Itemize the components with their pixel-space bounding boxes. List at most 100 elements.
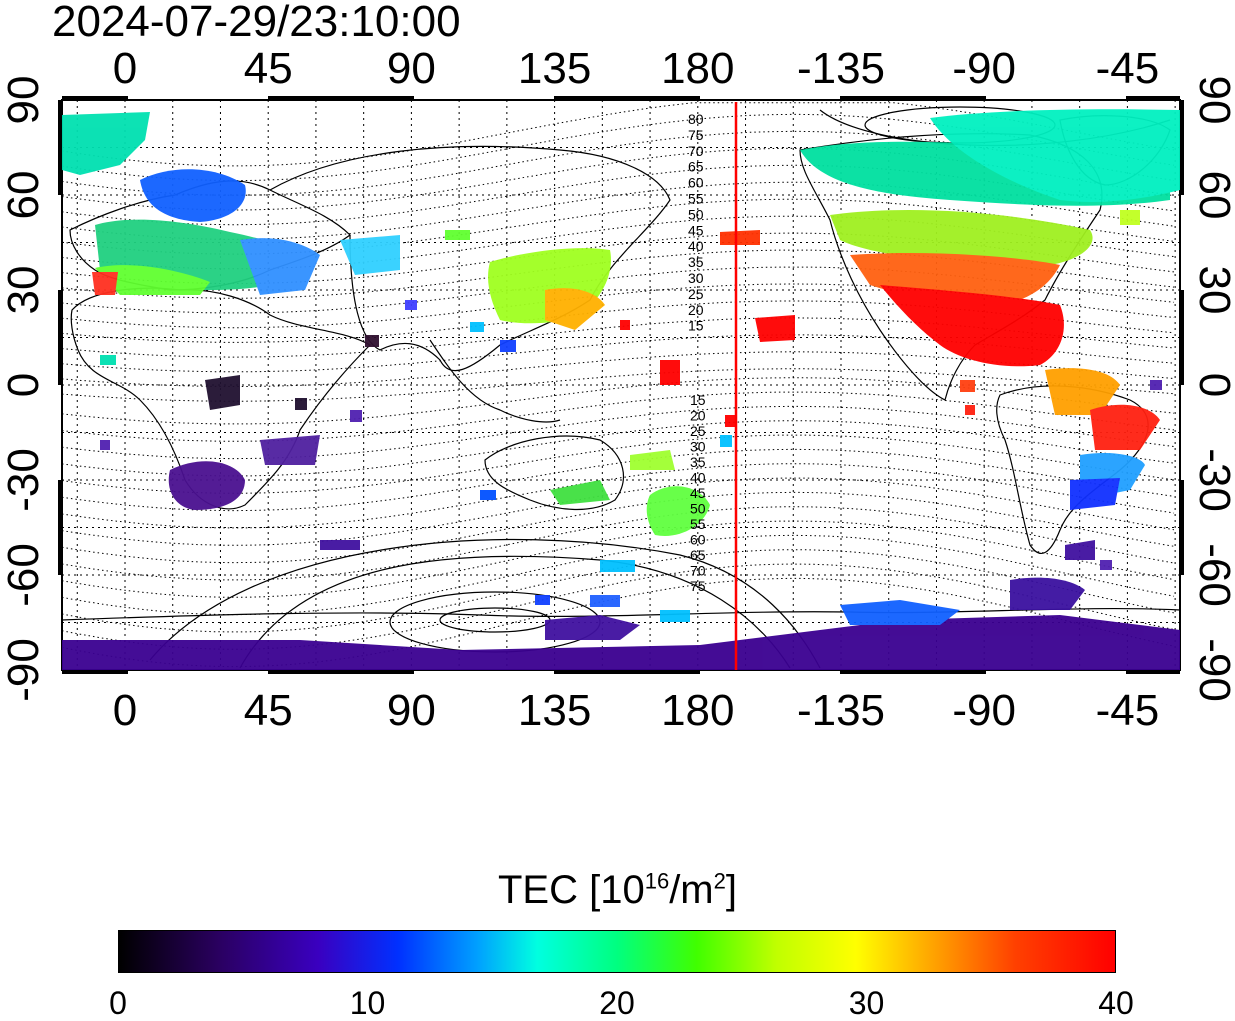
contour-line — [61, 448, 1175, 512]
tec-region-mexico — [880, 285, 1064, 367]
top-longitude-labels: 0 45 90 135 180 -135 -90 -45 — [113, 44, 1159, 93]
colorbar-tick-label: 0 — [109, 985, 127, 1021]
tec-region-south-pacific — [755, 315, 795, 342]
coast-antarctica — [61, 607, 1181, 621]
colorbar-tick-label: 40 — [1098, 985, 1134, 1021]
tec-region-iberia — [92, 272, 118, 295]
contour-line — [61, 420, 1175, 477]
north-contour-label: 15 — [688, 318, 704, 334]
tec-region-australia — [550, 480, 610, 505]
contour-line — [61, 434, 1175, 494]
right-latitude-label: 90 — [1190, 76, 1235, 125]
colorbar-tick-label: 20 — [599, 985, 635, 1021]
south-contour-label: 45 — [690, 485, 706, 501]
contour-line — [61, 463, 1175, 529]
right-latitude-label: 0 — [1190, 373, 1235, 397]
bottom-longitude-label: -135 — [797, 686, 885, 735]
north-contour-label: 60 — [688, 175, 704, 191]
bottom-longitude-label: 135 — [518, 686, 591, 735]
contour-line — [61, 334, 1175, 373]
tec-region-north-us — [830, 210, 1093, 265]
bottom-longitude-labels: 0 45 90 135 180 -135 -90 -45 — [113, 686, 1159, 735]
south-contour-label: 75 — [690, 578, 706, 594]
top-longitude-label: 0 — [113, 44, 137, 93]
north-contour-label: 20 — [688, 302, 704, 318]
colorbar-title-unit: /m — [669, 868, 714, 912]
colorbar-title-exponent: 16 — [644, 868, 670, 894]
left-latitude-label: -60 — [0, 543, 48, 607]
tec-region-japan — [545, 288, 605, 330]
tec-region-south-indian — [545, 615, 640, 640]
contour-line — [61, 283, 1175, 329]
north-contour-label: 80 — [688, 111, 704, 127]
right-latitude-label: -60 — [1190, 543, 1235, 607]
contour-line — [61, 377, 1175, 425]
top-longitude-label: 45 — [244, 44, 293, 93]
tec-region-brazil — [1090, 404, 1160, 450]
contour-line — [61, 351, 1175, 387]
timestamp-title: 2024-07-29/23:10:00 — [52, 0, 461, 46]
contour-line — [61, 249, 1175, 299]
right-latitude-label: -30 — [1190, 448, 1235, 512]
tec-region-argentina — [1070, 478, 1120, 510]
north-contour-label: 75 — [688, 127, 704, 143]
south-contour-label: 55 — [690, 516, 706, 532]
tec-region-pacific-north — [720, 230, 760, 245]
south-contour-label: 30 — [690, 439, 706, 455]
contour-line — [61, 534, 1175, 616]
left-latitude-label: 60 — [0, 171, 48, 220]
left-latitude-labels: 90 60 30 0 -30 -60 -90 — [0, 76, 48, 702]
bottom-longitude-label: 90 — [387, 686, 436, 735]
tec-region-north-atlantic — [62, 112, 150, 175]
tec-region-scandinavia — [140, 169, 246, 222]
south-contour-label: 40 — [690, 470, 706, 486]
top-longitude-label: 135 — [518, 44, 591, 93]
colorbar-tick-label: 10 — [349, 985, 386, 1021]
bottom-longitude-label: -45 — [1096, 686, 1160, 735]
contour-line — [61, 266, 1175, 314]
south-contour-label: 50 — [690, 501, 706, 517]
map-border-segments — [58, 96, 1184, 674]
colorbar-title-main: TEC [10 — [497, 868, 645, 912]
contour-line — [61, 368, 1175, 402]
tec-region-central-asia — [340, 235, 400, 275]
tec-region-southern-ocean — [1010, 577, 1085, 610]
north-contour-label: 30 — [688, 270, 704, 286]
left-latitude-label: 0 — [0, 373, 48, 397]
tec-region-south-africa — [168, 461, 245, 510]
tec-region-east-africa — [260, 435, 320, 465]
tec-region-antarctic-peninsula — [840, 600, 960, 625]
colorbar-title: TEC [1016/m2] — [0, 868, 1235, 912]
right-latitude-label: 30 — [1190, 266, 1235, 315]
left-latitude-label: 30 — [0, 266, 48, 315]
north-contour-label: 45 — [688, 222, 704, 238]
bottom-longitude-label: 45 — [244, 686, 293, 735]
coast-australia — [484, 435, 624, 510]
right-latitude-labels: 90 60 30 0 -30 -60 -90 — [1190, 76, 1235, 702]
colorbar-title-close: ] — [725, 868, 737, 912]
tec-region-patagonia — [1065, 540, 1095, 560]
south-contour-label: 35 — [690, 454, 706, 470]
coast-southeast-asia — [429, 339, 561, 423]
top-longitude-label: -135 — [797, 44, 885, 93]
left-latitude-label: 90 — [0, 76, 48, 125]
colorbar-title-unit-exponent: 2 — [713, 868, 726, 894]
south-contour-label: 65 — [690, 547, 706, 563]
south-contour-label: 20 — [690, 408, 706, 424]
tec-region-north-south-america — [1045, 368, 1120, 415]
north-contour-label: 25 — [688, 286, 704, 302]
contour-line — [61, 300, 1175, 343]
tec-region-greenland — [930, 109, 1180, 202]
north-contour-label: 40 — [688, 238, 704, 254]
right-latitude-label: -90 — [1190, 638, 1235, 702]
tec-region-central-africa — [205, 375, 240, 410]
tec-region-tasman — [630, 450, 675, 470]
contour-line — [61, 317, 1175, 358]
top-longitude-label: -90 — [952, 44, 1016, 93]
bottom-longitude-label: -90 — [952, 686, 1016, 735]
tec-region-europe-south — [95, 265, 210, 295]
north-contour-label: 65 — [688, 159, 704, 175]
left-latitude-label: -30 — [0, 448, 48, 512]
